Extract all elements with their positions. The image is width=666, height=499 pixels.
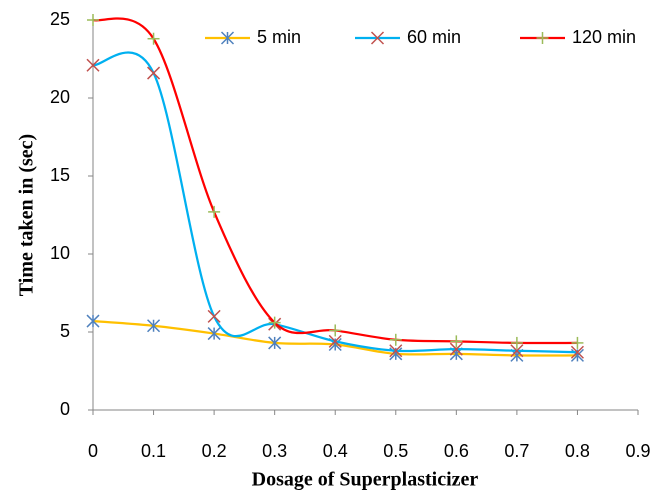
x-tick-label: 0.4: [323, 441, 348, 461]
marker: [449, 342, 463, 356]
marker: [570, 345, 584, 359]
marker: [571, 336, 584, 349]
series-line: [92, 17, 578, 345]
y-axis-title: Time taken in (sec): [16, 134, 38, 296]
marker: [510, 344, 524, 358]
marker: [207, 309, 221, 323]
legend-label: 5 min: [257, 27, 301, 47]
series-line: [92, 51, 578, 354]
marker: [147, 319, 161, 333]
marker: [86, 58, 100, 72]
marker: [329, 324, 342, 337]
y-tick-label: 15: [50, 165, 70, 185]
marker: [510, 336, 523, 349]
marker: [389, 333, 402, 346]
marker: [87, 14, 99, 26]
legend-marker: [220, 31, 235, 45]
x-tick-label: 0.8: [565, 441, 590, 461]
marker: [389, 344, 403, 358]
legend-marker: [370, 31, 385, 45]
y-tick-label: 25: [50, 9, 70, 29]
y-tick-label: 0: [60, 399, 70, 419]
marker: [208, 205, 221, 218]
x-tick-label: 0.2: [202, 441, 227, 461]
marker: [207, 327, 221, 341]
x-tick-label: 0: [88, 441, 98, 461]
y-tick-label: 10: [50, 243, 70, 263]
marker: [268, 316, 281, 329]
marker: [450, 335, 463, 348]
x-tick-label: 0.3: [262, 441, 287, 461]
marker: [86, 314, 100, 328]
marker: [328, 334, 342, 348]
x-tick-label: 0.6: [444, 441, 469, 461]
x-axis-title: Dosage of Superplasticizer: [252, 469, 479, 491]
legend-label: 120 min: [572, 27, 636, 47]
y-tick-label: 5: [60, 321, 70, 341]
legend-label: 60 min: [407, 27, 461, 47]
x-tick-label: 0.7: [504, 441, 529, 461]
legend-marker: [536, 32, 549, 44]
x-tick-label: 0.9: [625, 441, 650, 461]
x-tick-label: 0.1: [141, 441, 166, 461]
marker: [147, 66, 161, 80]
marker: [147, 32, 160, 45]
x-tick-label: 0.5: [383, 441, 408, 461]
marker: [268, 336, 282, 350]
y-tick-label: 20: [50, 87, 70, 107]
